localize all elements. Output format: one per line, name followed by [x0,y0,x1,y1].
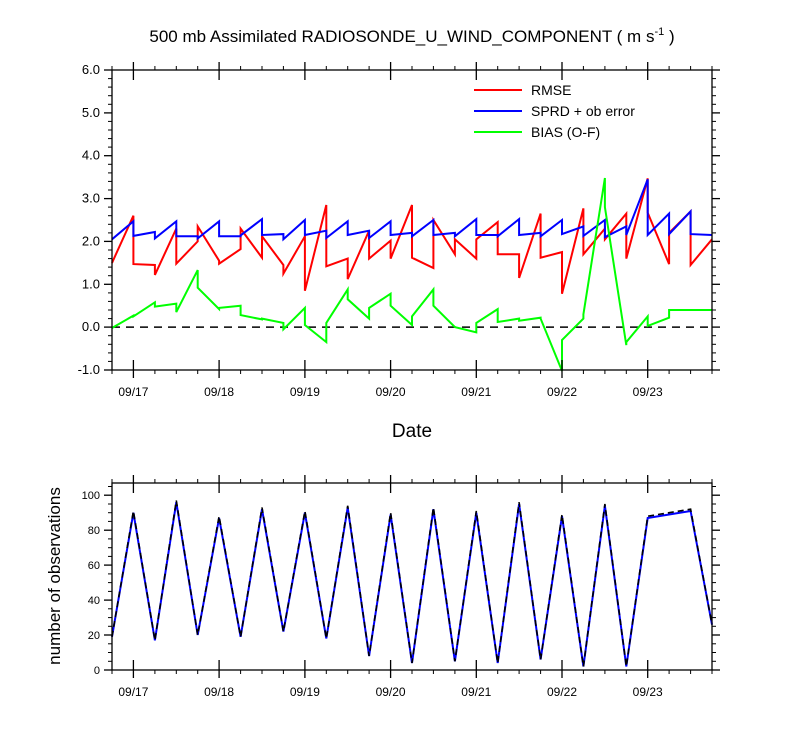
top-y-tick-label: 5.0 [82,105,100,120]
bottom-y-tick-label: 100 [82,490,100,502]
bottom-x-tick-label: 09/20 [376,685,406,699]
legend-label-sprd: SPRD + ob error [531,103,635,119]
top-x-tick-label: 09/18 [204,385,234,399]
top-x-tick-label: 09/19 [290,385,320,399]
top-series-line-2 [111,177,712,372]
top-y-tick-label: 2.0 [82,233,100,248]
top-y-tick-label: 0.0 [82,319,100,334]
legend-label-bias: BIAS (O-F) [531,124,600,140]
bottom-y-tick-label: 60 [88,560,100,572]
top-x-tick-label: 09/17 [118,385,148,399]
top-axes: 09/17 09/18 09/19 09/20 09/21 09/22 09/23 -1.0 0… [78,62,720,399]
top-y-tick-label: 1.0 [82,276,100,291]
chart-title: 500 mb Assimilated RADIOSONDE_U_WIND_COM… [149,26,674,46]
chart-title-main: 500 mb Assimilated RADIOSONDE_U_WIND_COM… [149,27,654,46]
bottom-y-tick-label: 0 [94,665,100,677]
y-axis-label-bottom: number of observations [45,487,64,665]
bottom-axes: 09/17 09/18 09/19 09/20 09/21 09/22 09/23 0 20 40… [82,475,720,699]
bottom-series-line-0 [111,502,713,667]
chart-title-sup: -1 [654,26,664,38]
bottom-x-tick-label: 09/23 [633,685,663,699]
top-y-tick-label: 3.0 [82,191,100,206]
chart-title-end: ) [664,27,674,46]
bottom-x-tick-label: 09/19 [290,685,320,699]
bottom-series-group [111,500,713,667]
top-y-tick-label: 4.0 [82,148,100,163]
bottom-x-tick-label: 09/21 [461,685,491,699]
bottom-x-tick-label: 09/18 [204,685,234,699]
top-x-tick-label: 09/21 [461,385,491,399]
top-x-tick-label: 09/20 [376,385,406,399]
bottom-y-tick-label: 20 [88,630,100,642]
top-x-tick-label: 09/23 [633,385,663,399]
bottom-series-line-1 [111,500,713,667]
legend-label-rmse: RMSE [531,82,571,98]
top-series-line-1 [111,178,713,242]
legend: RMSE SPRD + ob error BIAS (O-F) [474,82,635,140]
top-y-tick-label: -1.0 [78,362,100,377]
top-x-tick-label: 09/22 [547,385,577,399]
bottom-x-tick-label: 09/17 [118,685,148,699]
bottom-y-tick-label: 80 [88,525,100,537]
top-y-tick-label: 6.0 [82,62,100,77]
bottom-y-tick-label: 40 [88,595,100,607]
bottom-frame [111,482,713,671]
bottom-x-tick-label: 09/22 [547,685,577,699]
top-series-group [111,177,713,372]
x-axis-label: Date [392,421,432,442]
